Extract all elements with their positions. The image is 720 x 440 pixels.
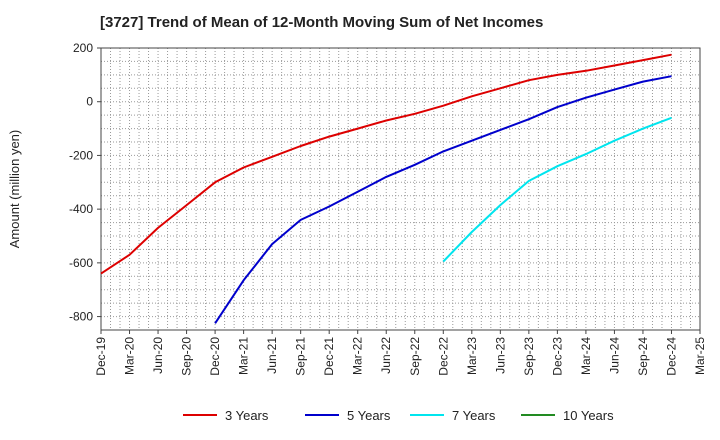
x-tick-label: Sep-24	[636, 337, 650, 376]
x-tick-label: Jun-21	[265, 337, 279, 374]
series-layer	[100, 53, 672, 324]
x-tick-label: Mar-20	[123, 337, 137, 375]
x-tick-label: Dec-20	[208, 337, 222, 376]
y-tick-label: 0	[86, 95, 93, 109]
x-tick-label: Jun-23	[493, 337, 507, 374]
grid-lines	[101, 48, 700, 330]
legend-label-3-years: 3 Years	[225, 408, 269, 423]
y-tick-label: -400	[69, 202, 93, 216]
legend-label-7-years: 7 Years	[452, 408, 496, 423]
x-tick-label: Mar-25	[693, 337, 707, 375]
x-tick-label: Dec-22	[436, 337, 450, 376]
series-line-5-years	[214, 75, 672, 324]
x-tick-label: Dec-24	[664, 337, 678, 376]
series-line-3-years	[100, 53, 672, 275]
x-tick-label: Dec-19	[94, 337, 108, 376]
y-tick-label: -200	[69, 148, 93, 162]
x-tick-label: Mar-21	[237, 337, 251, 375]
chart-title: [3727] Trend of Mean of 12-Month Moving …	[100, 14, 544, 31]
legend-label-10-years: 10 Years	[563, 408, 614, 423]
x-tick-label: Mar-23	[465, 337, 479, 375]
series-line-7-years	[442, 116, 672, 263]
x-tick-label: Sep-23	[522, 337, 536, 376]
y-axis: 200 0 -200 -400 -600 -800	[69, 41, 101, 324]
x-tick-label: Sep-20	[180, 337, 194, 376]
y-tick-label: 200	[73, 41, 93, 55]
x-tick-label: Jun-22	[379, 337, 393, 374]
x-tick-label: Mar-22	[351, 337, 365, 375]
y-tick-label: -600	[69, 256, 93, 270]
y-tick-label: -800	[69, 310, 93, 324]
x-tick-label: Mar-24	[579, 337, 593, 375]
x-tick-label: Dec-23	[550, 337, 564, 376]
x-tick-label: Sep-21	[294, 337, 308, 376]
legend: 3 Years 5 Years 7 Years 10 Years	[183, 408, 614, 423]
x-axis: Dec-19 Mar-20 Jun-20 Sep-20 Dec-20 Mar-21 Jun-…	[94, 330, 707, 376]
plot-area	[100, 47, 701, 331]
x-tick-label: Jun-24	[607, 337, 621, 374]
y-axis-title: Amount (million yen)	[7, 130, 22, 249]
legend-label-5-years: 5 Years	[347, 408, 391, 423]
x-tick-label: Sep-22	[408, 337, 422, 376]
x-tick-label: Jun-20	[151, 337, 165, 374]
x-tick-label: Dec-21	[322, 337, 336, 376]
